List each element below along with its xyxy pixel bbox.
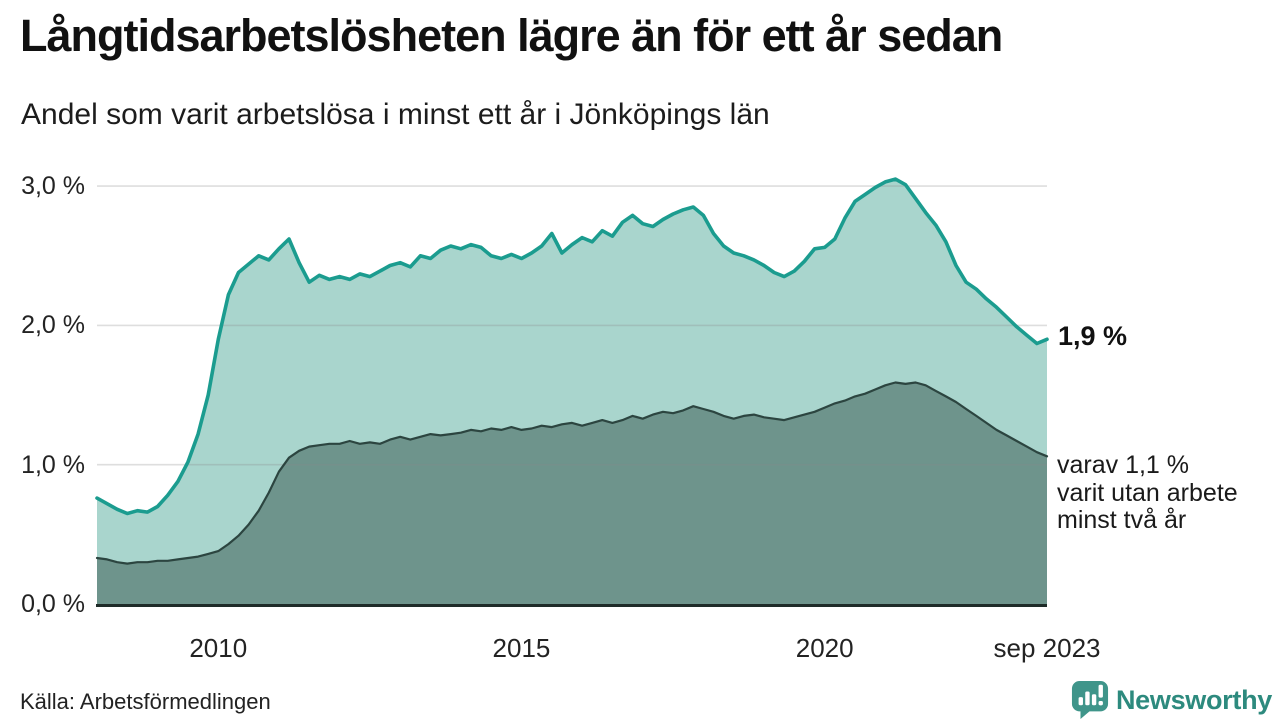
line-series-1 (95, 381, 1049, 565)
x-axis-tick-label: sep 2023 (993, 633, 1101, 663)
chart-title: Långtidsarbetslösheten lägre än för ett … (20, 10, 1003, 61)
latest-value-annotation: 1,9 % (1058, 321, 1128, 351)
brand-wordmark: Newsworthy (1115, 684, 1272, 715)
x-axis-tick-label: 2020 (795, 633, 854, 663)
source-credit: Källa: Arbetsförmedlingen (20, 689, 271, 714)
y-axis-tick-label: 0,0 % (21, 590, 85, 618)
line-series-0 (95, 177, 1049, 516)
brand-logo: Newsworthy (1071, 680, 1272, 720)
annotation-line: minst två år (1057, 506, 1187, 534)
y-axis-tick-label: 1,0 % (21, 450, 85, 479)
annotation-line: varav 1,1 % (1057, 451, 1190, 479)
y-axis-tick-label: 2,0 % (21, 311, 85, 340)
y-axis-tick-label: 3,0 % (21, 172, 85, 201)
x-axis-tick-label: 2010 (189, 633, 248, 663)
newsworthy-speech-bubble-chart-icon (1071, 681, 1109, 719)
x-axis-tick-label: 2015 (492, 633, 551, 663)
chart-subtitle: Andel som varit arbetslösa i minst ett å… (21, 98, 770, 131)
secondary-series-annotation: varav 1,1 % varit utan arbete minst två … (1057, 451, 1272, 535)
y-axis: 0,0 % 1,0 % 2,0 % 3,0 % (0, 0, 85, 720)
annotation-line: varit utan arbete (1057, 478, 1238, 507)
area-fill-series-1 (97, 382, 1047, 604)
